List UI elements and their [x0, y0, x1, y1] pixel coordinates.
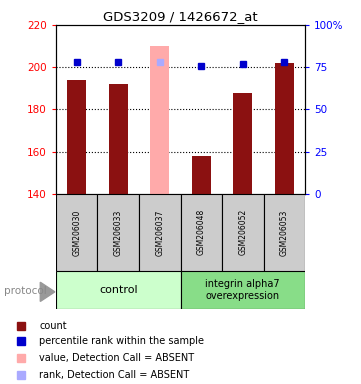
- Bar: [151, 46, 169, 194]
- Bar: [139, 194, 180, 271]
- Text: rank, Detection Call = ABSENT: rank, Detection Call = ABSENT: [39, 370, 189, 380]
- Text: count: count: [39, 321, 67, 331]
- Bar: [109, 84, 127, 194]
- Text: integrin alpha7
overexpression: integrin alpha7 overexpression: [205, 279, 280, 301]
- Bar: [222, 194, 264, 271]
- Bar: [234, 93, 252, 194]
- Text: GSM206030: GSM206030: [72, 209, 81, 255]
- Bar: [192, 156, 210, 194]
- Bar: [275, 63, 293, 194]
- Bar: [56, 271, 180, 309]
- Text: protocol: protocol: [4, 286, 46, 296]
- Text: control: control: [99, 285, 138, 295]
- Polygon shape: [40, 282, 55, 301]
- Text: GDS3209 / 1426672_at: GDS3209 / 1426672_at: [103, 10, 258, 23]
- Text: GSM206037: GSM206037: [155, 209, 164, 255]
- Text: percentile rank within the sample: percentile rank within the sample: [39, 336, 204, 346]
- Text: value, Detection Call = ABSENT: value, Detection Call = ABSENT: [39, 353, 194, 363]
- Bar: [180, 194, 222, 271]
- Text: GSM206052: GSM206052: [238, 209, 247, 255]
- Bar: [264, 194, 305, 271]
- Bar: [97, 194, 139, 271]
- Text: GSM206048: GSM206048: [197, 209, 206, 255]
- Text: GSM206033: GSM206033: [114, 209, 123, 255]
- Bar: [180, 271, 305, 309]
- Bar: [56, 194, 97, 271]
- Text: GSM206053: GSM206053: [280, 209, 289, 255]
- Bar: [68, 80, 86, 194]
